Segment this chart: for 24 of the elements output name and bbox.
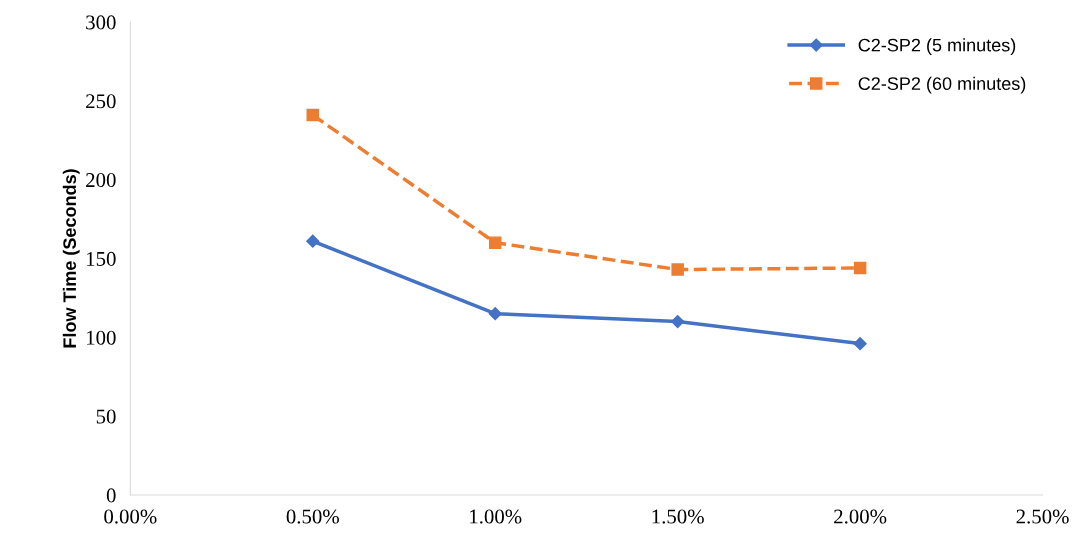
x-tick-label: 1.50% bbox=[652, 509, 704, 524]
x-tick-label: 2.50% bbox=[1016, 509, 1069, 524]
point bbox=[488, 307, 502, 321]
point bbox=[306, 108, 320, 122]
y-tick-label: 100 bbox=[87, 330, 116, 345]
x-tick-label: 2.00% bbox=[834, 509, 887, 524]
x-tick-label: 0.50% bbox=[286, 509, 339, 524]
point bbox=[671, 314, 685, 329]
legend-label: C2-SP2 (60 minutes) bbox=[858, 76, 1026, 94]
point bbox=[671, 263, 684, 276]
legend-label: C2-SP2 (5 minutes) bbox=[858, 38, 1016, 56]
y-tick-label: 200 bbox=[86, 173, 116, 188]
point bbox=[306, 234, 320, 248]
y-tick-label: 250 bbox=[86, 94, 116, 109]
point bbox=[488, 236, 502, 249]
y-tick-label: 150 bbox=[87, 251, 116, 266]
y-tick-label: 50 bbox=[96, 409, 116, 424]
x-tick-label: 0.00% bbox=[104, 509, 157, 524]
y-tick-label: 300 bbox=[86, 15, 116, 30]
x-tick-label: 1.00% bbox=[470, 509, 522, 524]
y-axis-title: Flow Time (Seconds) bbox=[62, 169, 80, 348]
point bbox=[853, 261, 867, 275]
y-tick-label: 0 bbox=[106, 488, 116, 503]
point bbox=[853, 337, 867, 351]
